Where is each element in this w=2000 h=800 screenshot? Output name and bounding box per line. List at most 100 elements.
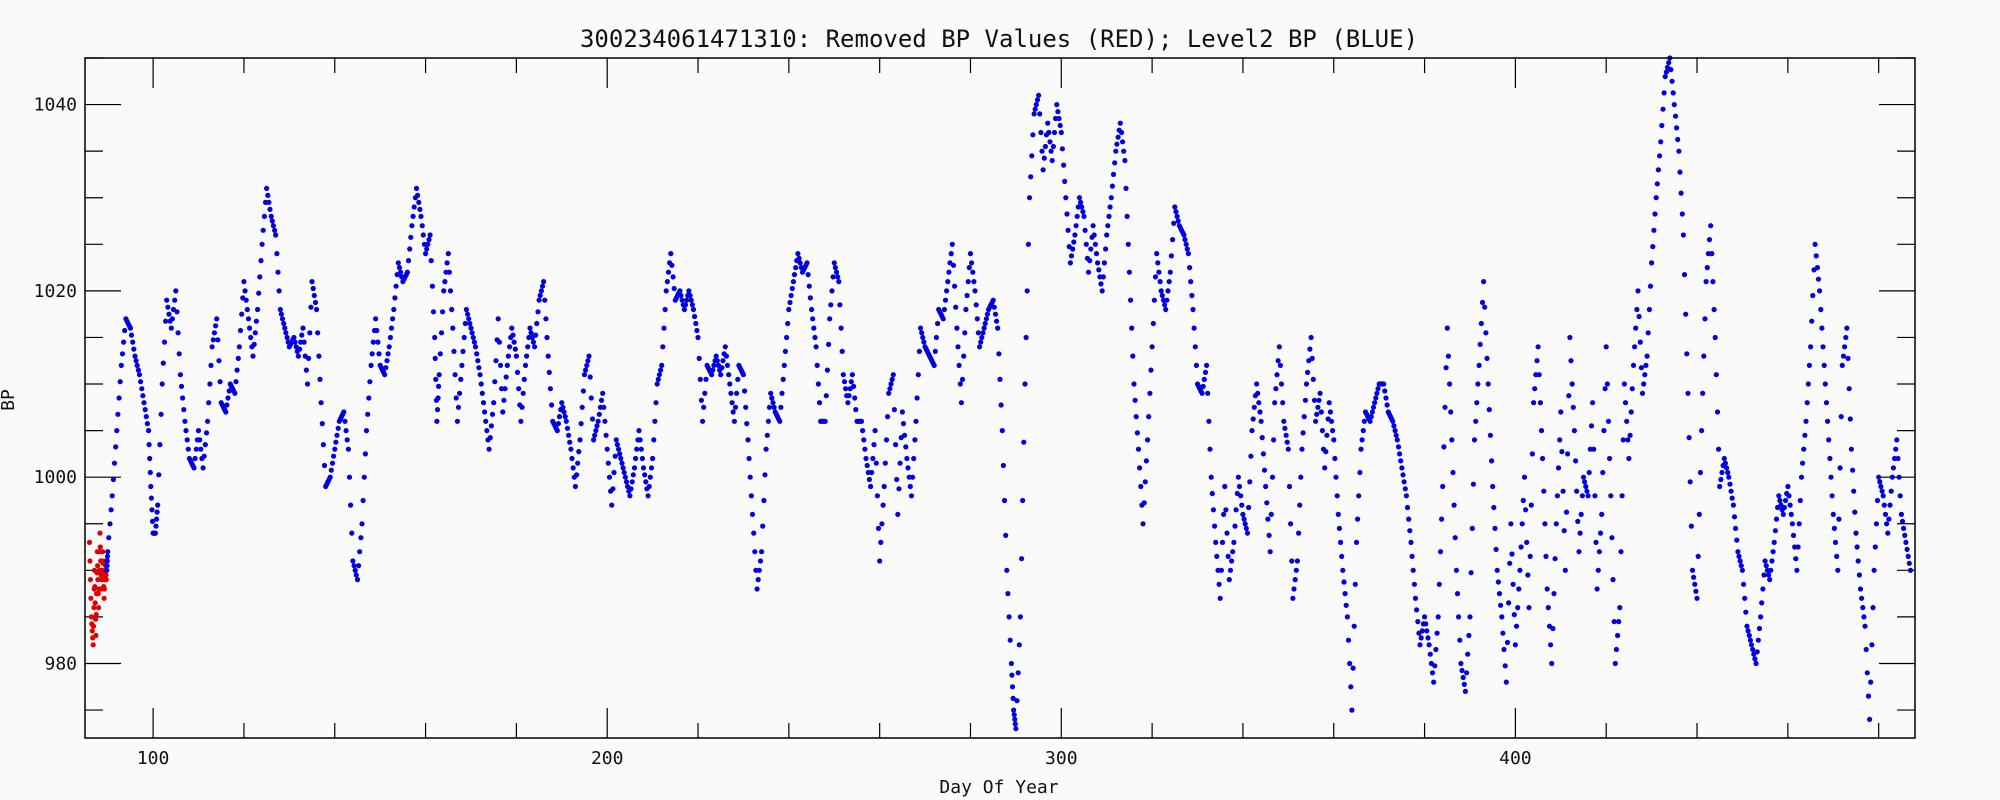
level2-bp-point <box>460 348 466 354</box>
level2-bp-point <box>1826 437 1832 443</box>
level2-bp-point <box>1543 553 1549 560</box>
level2-bp-point <box>486 446 492 452</box>
level2-bp-point <box>1552 556 1558 562</box>
level2-bp-point <box>1410 567 1416 573</box>
level2-bp-point <box>1520 497 1526 504</box>
level2-bp-point <box>1360 428 1366 434</box>
level2-bp-point <box>1504 639 1511 646</box>
level2-bp-point <box>1745 628 1751 634</box>
level2-bp-point <box>255 306 261 313</box>
level2-bp-point <box>1702 316 1708 322</box>
level2-bp-point <box>836 279 842 285</box>
level2-bp-point <box>299 332 305 338</box>
level2-bp-point <box>134 362 140 368</box>
level2-bp-point <box>1427 651 1433 657</box>
level2-bp-point <box>493 358 499 364</box>
level2-bp-point <box>903 444 909 450</box>
level2-bp-point <box>1303 381 1310 387</box>
level2-bp-point <box>383 365 389 371</box>
level2-bp-point <box>1055 109 1061 115</box>
level2-bp-point <box>1143 458 1149 464</box>
level2-bp-point <box>335 425 341 431</box>
level2-bp-point <box>1368 414 1374 420</box>
level2-bp-point <box>1762 558 1768 564</box>
level2-bp-point <box>1302 397 1308 403</box>
level2-bp-point <box>1284 439 1290 445</box>
level2-bp-point <box>357 549 363 555</box>
level2-bp-point <box>581 372 588 378</box>
level2-bp-point <box>1135 446 1142 452</box>
level2-bp-point <box>105 549 111 555</box>
level2-bp-point <box>1836 516 1842 522</box>
level2-bp-point <box>1162 302 1168 308</box>
level2-bp-point <box>284 334 290 341</box>
level2-bp-point <box>427 232 433 238</box>
level2-bp-point <box>471 339 477 345</box>
level2-bp-point <box>444 260 450 266</box>
level2-bp-point <box>362 451 368 457</box>
level2-bp-point <box>1696 511 1702 517</box>
level2-bp-point <box>1007 637 1013 643</box>
level2-bp-point <box>630 472 636 478</box>
level2-bp-point <box>479 390 485 396</box>
level2-bp-point <box>1554 493 1560 499</box>
removed-bp-point <box>88 595 94 601</box>
level2-bp-point <box>1499 614 1505 620</box>
level2-bp-point <box>1758 614 1764 620</box>
level2-bp-point <box>605 460 611 466</box>
level2-bp-point <box>361 474 367 480</box>
level2-bp-point <box>1823 400 1830 406</box>
level2-bp-point <box>577 437 583 443</box>
level2-bp-point <box>1051 129 1058 136</box>
level2-bp-point <box>880 502 886 508</box>
level2-bp-point <box>1297 502 1303 508</box>
level2-bp-point <box>466 316 472 322</box>
level2-bp-point <box>727 381 733 387</box>
level2-bp-point <box>358 535 364 541</box>
level2-bp-point <box>511 339 517 345</box>
level2-bp-point <box>258 258 264 264</box>
level2-bp-point <box>961 353 967 359</box>
level2-bp-point <box>235 355 241 361</box>
plot-frame <box>84 57 1916 739</box>
level2-bp-point <box>796 255 802 261</box>
level2-bp-point <box>1687 479 1693 485</box>
level2-bp-point <box>507 344 513 350</box>
level2-bp-point <box>434 418 440 424</box>
level2-bp-point <box>1442 404 1448 410</box>
level2-bp-point <box>771 404 777 410</box>
level2-bp-point <box>275 269 281 275</box>
level2-bp-point <box>344 437 350 443</box>
level2-bp-point <box>215 337 221 343</box>
level2-bp-point <box>1374 390 1380 396</box>
level2-bp-point <box>1643 362 1649 368</box>
level2-bp-point <box>1666 60 1672 66</box>
level2-bp-point <box>1246 504 1252 511</box>
level2-bp-point <box>1259 435 1265 441</box>
level2-bp-point <box>205 418 211 424</box>
level2-bp-point <box>1763 563 1769 569</box>
level2-bp-point <box>244 306 250 313</box>
level2-bp-point <box>1847 416 1853 422</box>
level2-bp-point <box>1599 511 1605 517</box>
level2-bp-point <box>133 358 139 364</box>
level2-bp-point <box>1527 553 1533 560</box>
level2-bp-point <box>497 362 504 368</box>
x-tick-label: 400 <box>1499 748 1532 769</box>
level2-bp-point <box>257 274 263 280</box>
level2-bp-point <box>1902 532 1908 539</box>
level2-bp-point <box>1890 465 1896 471</box>
axis-ticks <box>85 57 1915 738</box>
level2-bp-point <box>1634 306 1640 313</box>
level2-bp-point <box>385 351 391 357</box>
level2-bp-point <box>365 411 371 417</box>
level2-bp-point <box>1429 670 1436 676</box>
level2-bp-point <box>647 474 653 480</box>
level2-bp-point <box>1896 474 1902 480</box>
level2-bp-point <box>1435 614 1441 620</box>
level2-bp-point <box>518 418 524 424</box>
level2-bp-point <box>435 395 441 401</box>
level2-bp-point <box>370 339 376 345</box>
level2-bp-point <box>593 428 599 434</box>
level2-bp-point <box>596 411 602 417</box>
